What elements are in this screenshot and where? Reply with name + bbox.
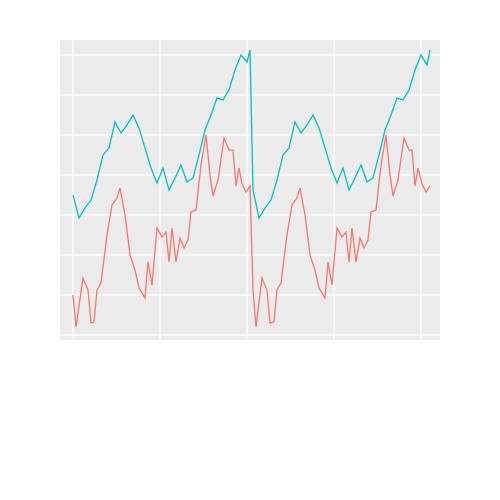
line [72,134,431,328]
line [72,49,431,220]
